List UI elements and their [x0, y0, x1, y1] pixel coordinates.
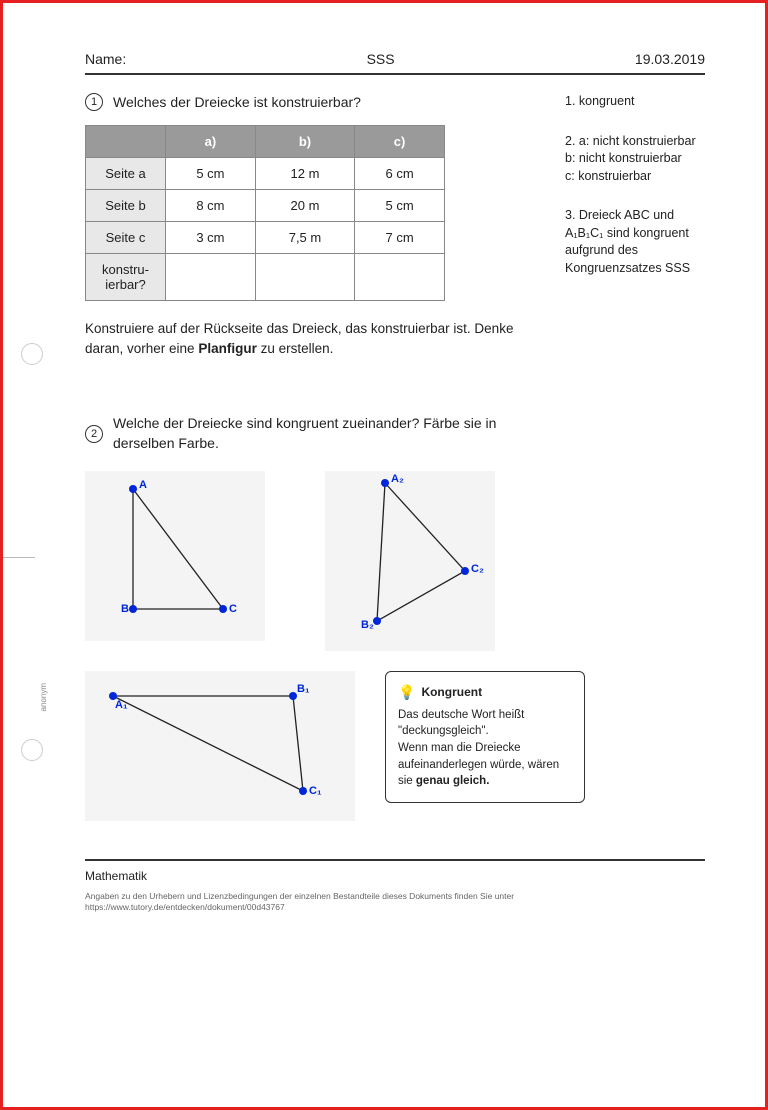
info-box-title: 💡 Kongruent — [398, 682, 572, 702]
instruction-post: zu erstellen. — [257, 341, 334, 356]
row-label: Seite b — [86, 190, 166, 222]
table-row: Seite c 3 cm 7,5 m 7 cm — [86, 222, 445, 254]
answer-2: 2. a: nicht konstruierbar b: nicht konst… — [565, 133, 705, 186]
vertex-label: C₁ — [309, 785, 322, 797]
table-row: Seite a 5 cm 12 m 6 cm — [86, 158, 445, 190]
table-cell: 7 cm — [355, 222, 445, 254]
vertex-label: B — [121, 603, 129, 615]
table-cell: 7,5 m — [255, 222, 354, 254]
header: Name: SSS 19.03.2019 — [85, 51, 705, 75]
table-header: b) — [255, 126, 354, 158]
question-text: Welche der Dreiecke sind kongruent zuein… — [113, 414, 541, 453]
lightbulb-icon: 💡 — [398, 682, 415, 702]
license-text: Angaben zu den Urhebern und Lizenzbeding… — [85, 891, 705, 913]
table-header: c) — [355, 126, 445, 158]
info-body-bold: genau gleich. — [416, 775, 490, 787]
info-title-text: Kongruent — [421, 684, 482, 701]
triangle-abc: A B C — [85, 471, 265, 641]
question-1: 1 Welches der Dreiecke ist konstruierbar… — [85, 93, 541, 111]
vertex-label: B₂ — [361, 619, 374, 631]
table-cell: 20 m — [255, 190, 354, 222]
table-cell[interactable] — [355, 254, 445, 301]
content-row: 1 Welches der Dreiecke ist konstruierbar… — [85, 93, 705, 471]
table-row: konstru-ierbar? — [86, 254, 445, 301]
triangles-row-1: A B C A₂ B₂ C₂ — [85, 471, 705, 651]
answer-1: 1. kongruent — [565, 93, 705, 111]
footer: Mathematik Angaben zu den Urhebern und L… — [85, 859, 705, 913]
table-cell: 5 cm — [355, 190, 445, 222]
table-cell: 5 cm — [166, 158, 256, 190]
left-column: 1 Welches der Dreiecke ist konstruierbar… — [85, 93, 541, 471]
name-label: Name: — [85, 51, 126, 67]
triangle-a1b1c1: A₁ B₁ C₁ — [85, 671, 355, 821]
date: 19.03.2019 — [635, 51, 705, 67]
vertex-label: A — [139, 479, 147, 491]
answers-column: 1. kongruent 2. a: nicht konstruierbar b… — [565, 93, 705, 471]
question-number: 2 — [85, 425, 103, 443]
side-dash — [3, 557, 35, 558]
triangles-row-2: A₁ B₁ C₁ 💡 Kongruent Das deutsche Wort h… — [85, 671, 705, 821]
instruction-bold: Planfigur — [198, 341, 257, 356]
table-header: a) — [166, 126, 256, 158]
table-cell: 12 m — [255, 158, 354, 190]
side-label: anonym — [39, 683, 48, 711]
punch-hole — [21, 739, 43, 761]
info-box-body: Das deutsche Wort heißt "deckungsgleich"… — [398, 707, 572, 790]
table-header-row: a) b) c) — [86, 126, 445, 158]
subject-label: Mathematik — [85, 869, 705, 883]
question-2: 2 Welche der Dreiecke sind kongruent zue… — [85, 414, 541, 453]
triangle-table: a) b) c) Seite a 5 cm 12 m 6 cm Seite b … — [85, 125, 445, 301]
triangle-a2b2c2: A₂ B₂ C₂ — [325, 471, 495, 651]
table-cell[interactable] — [255, 254, 354, 301]
row-label: konstru-ierbar? — [86, 254, 166, 301]
table-cell: 8 cm — [166, 190, 256, 222]
vertex-label: C₂ — [471, 563, 484, 575]
row-label: Seite c — [86, 222, 166, 254]
vertex-label: A₂ — [391, 473, 404, 485]
vertex-label: C — [229, 603, 237, 615]
punch-hole — [21, 343, 43, 365]
worksheet-page: Name: SSS 19.03.2019 1 Welches der Dreie… — [85, 51, 705, 1067]
instruction: Konstruiere auf der Rückseite das Dreiec… — [85, 319, 541, 358]
table-header — [86, 126, 166, 158]
vertex-label: A₁ — [115, 699, 128, 711]
table-cell[interactable] — [166, 254, 256, 301]
vertex-label: B₁ — [297, 683, 310, 695]
table-cell: 6 cm — [355, 158, 445, 190]
table-cell: 3 cm — [166, 222, 256, 254]
row-label: Seite a — [86, 158, 166, 190]
question-text: Welches der Dreiecke ist konstruierbar? — [113, 94, 361, 110]
kongruent-info-box: 💡 Kongruent Das deutsche Wort heißt "dec… — [385, 671, 585, 803]
page-title: SSS — [367, 51, 395, 67]
question-number: 1 — [85, 93, 103, 111]
answer-3: 3. Dreieck ABC und A₁B₁C₁ sind kongruent… — [565, 207, 705, 277]
table-row: Seite b 8 cm 20 m 5 cm — [86, 190, 445, 222]
